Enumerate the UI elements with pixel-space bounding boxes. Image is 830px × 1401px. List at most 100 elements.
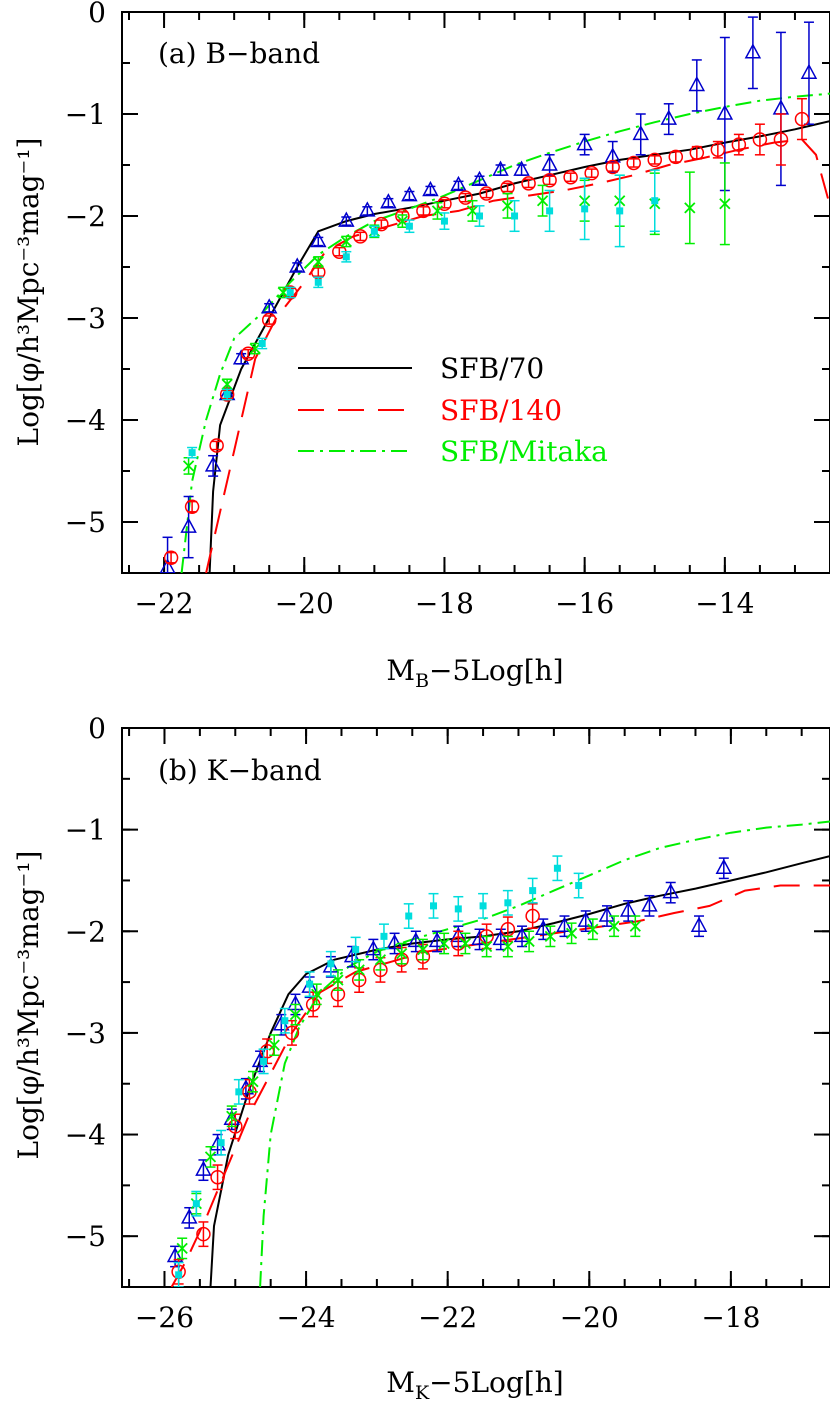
legend-label-sfb140: SFB/140 — [440, 394, 562, 427]
data-point-triangle — [513, 925, 531, 948]
data-point-cross — [340, 235, 352, 248]
data-point-circle — [451, 930, 466, 957]
data-point-circle — [794, 97, 810, 141]
data-point-circle — [542, 173, 557, 188]
data-point-square — [257, 337, 268, 350]
data-point-square — [404, 219, 415, 234]
y-tick-label: −1 — [65, 814, 106, 847]
data-point-circle — [458, 190, 473, 205]
data-point-square — [573, 872, 584, 899]
data-point-triangle — [204, 454, 222, 477]
data-point-triangle — [338, 211, 355, 227]
data-point-triangle — [744, 16, 762, 90]
data-point-triangle — [800, 21, 818, 125]
x-tick-label: −20 — [275, 587, 334, 620]
data-point-cross — [396, 214, 409, 228]
data-point-square — [341, 250, 352, 263]
data-point-triangle — [662, 881, 679, 904]
data-point-triangle — [181, 1206, 198, 1229]
y-tick-label: −3 — [65, 1017, 106, 1050]
data-point-cross — [459, 932, 472, 955]
y-tick-label: 0 — [88, 0, 106, 29]
data-point-circle — [710, 140, 726, 159]
data-point-square — [453, 895, 464, 922]
x-tick-label: −22 — [135, 587, 194, 620]
data-point-square — [527, 877, 538, 904]
x-axis-title-k-main: M — [386, 1366, 415, 1399]
data-point-cross — [629, 915, 641, 938]
data-point-triangle — [288, 257, 306, 273]
data-point-circle — [374, 216, 389, 232]
data-point-cross — [536, 184, 549, 217]
data-point-circle — [210, 1164, 225, 1191]
panel-k-band: Log[φ/h³Mpc⁻³mag⁻¹] −26 −24 −22 −20 −18 0 −1 −2… — [12, 712, 830, 1401]
data-point-square — [428, 892, 439, 919]
x-tick-label: −26 — [135, 1301, 194, 1334]
data-point-cross — [480, 935, 493, 958]
data-point-triangle — [380, 193, 397, 209]
data-point-triangle — [471, 928, 488, 951]
data-point-circle — [525, 903, 540, 929]
data-point-square — [313, 276, 324, 289]
data-point-triangle — [556, 915, 573, 938]
data-point-cross — [312, 256, 324, 268]
x-axis-title-k: MK−5Log[h] — [386, 1366, 563, 1401]
data-point-cross — [374, 948, 387, 971]
data-point-triangle — [471, 170, 488, 187]
data-point-square — [216, 1129, 227, 1156]
y-tick-label: −3 — [65, 302, 106, 335]
data-point-circle — [563, 169, 578, 185]
data-point-circle — [209, 438, 224, 453]
data-point-triangle — [690, 915, 708, 938]
data-point-circle — [196, 1221, 211, 1248]
data-point-triangle — [365, 938, 382, 961]
data-point-triangle — [632, 113, 649, 156]
data-point-cross — [438, 932, 450, 955]
data-point-cross — [565, 922, 578, 945]
data-point-square — [325, 950, 336, 977]
data-point-circle — [647, 152, 663, 168]
data-point-circle — [261, 312, 277, 328]
data-point-cross — [544, 925, 556, 948]
data-point-triangle — [641, 894, 658, 917]
data-point-cross — [523, 930, 535, 953]
data-point-cross — [204, 1145, 217, 1168]
data-point-circle — [668, 149, 684, 165]
model-curve-dashed — [205, 138, 830, 573]
data-point-cross — [684, 171, 696, 245]
plot-frame — [121, 727, 830, 1288]
data-point-triangle — [492, 160, 509, 176]
y-axis-title-b: Log[φ/h³Mpc⁻³mag⁻¹] — [12, 138, 45, 447]
x-axis-title-b-main: M — [386, 654, 415, 687]
data-point-circle — [163, 550, 179, 565]
data-point-cross — [501, 192, 514, 219]
data-point-circle — [353, 229, 368, 244]
data-point-square — [258, 1048, 269, 1075]
data-point-square — [403, 903, 414, 929]
legend-label-sfbmitaka: SFB/Mitaka — [440, 435, 608, 468]
x-tick-label: −14 — [695, 587, 754, 620]
x-axis-title-b: MB−5Log[h] — [386, 654, 563, 692]
x-tick-label: −18 — [701, 1301, 760, 1334]
y-tick-label: 0 — [88, 712, 106, 745]
model-curve-solid — [208, 120, 830, 573]
data-point-cross — [268, 1034, 280, 1057]
data-point-square — [502, 889, 513, 916]
data-point-triangle — [401, 186, 418, 202]
data-point-square — [478, 892, 489, 919]
data-point-cross — [176, 1237, 188, 1260]
data-point-square — [233, 1078, 244, 1105]
data-point-square — [350, 936, 361, 963]
data-point-square — [552, 855, 563, 882]
data-point-circle — [773, 113, 789, 166]
data-point-cross — [719, 162, 731, 246]
y-axis-title-k: Log[φ/h³Mpc⁻³mag⁻¹] — [12, 851, 45, 1160]
x-tick-label: −24 — [277, 1301, 336, 1334]
data-point-square — [544, 189, 555, 233]
data-point-triangle — [535, 918, 552, 941]
data-point-square — [222, 388, 233, 401]
data-point-cross — [247, 1070, 259, 1093]
y-tick-label: −5 — [65, 506, 106, 539]
data-point-square — [285, 286, 296, 299]
data-point-triangle — [359, 201, 376, 217]
